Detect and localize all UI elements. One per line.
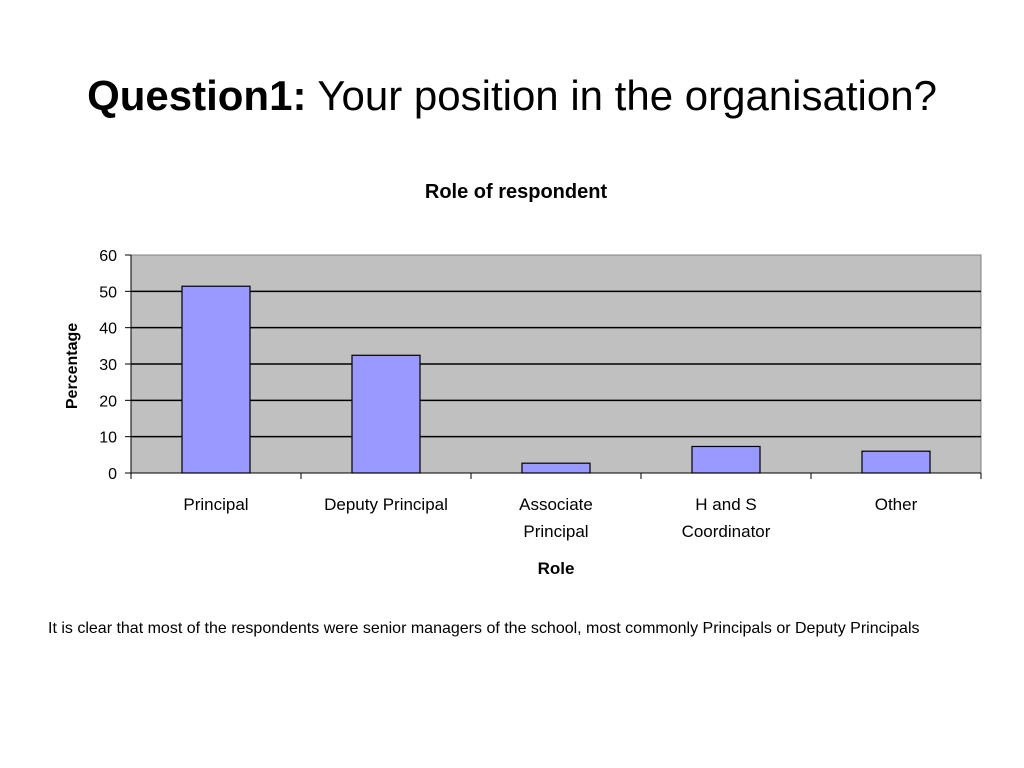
slide-caption: It is clear that most of the respondents… (48, 620, 920, 637)
x-tick-label: Associate Principal (519, 495, 593, 541)
x-tick-label-line: Principal (183, 495, 248, 514)
x-tick-label: Deputy Principal (324, 495, 448, 514)
y-axis-label: Percentage (64, 323, 81, 409)
x-tick-label-line: Associate (519, 495, 593, 514)
x-tick-label: H and S Coordinator (682, 495, 771, 541)
gridlines (131, 290, 981, 438)
slide-title-question-text: Your position in the organisation? (317, 72, 937, 119)
y-tick-label: 60 (99, 248, 117, 265)
slide-title-question-number: Question1: (87, 72, 307, 119)
bar (521, 462, 591, 474)
y-tick-label: 30 (99, 357, 117, 374)
y-tick-label: 20 (99, 393, 117, 410)
x-axis-label: Role (538, 559, 575, 578)
y-tick-label: 0 (108, 466, 117, 483)
bar (691, 445, 761, 474)
x-tick-label: Other (875, 495, 918, 514)
y-tick-label: 10 (99, 430, 117, 447)
x-tick-label-line: Principal (523, 522, 588, 541)
x-tick-label-line: H and S (695, 495, 756, 514)
y-axis: 0 10 20 30 40 50 60 (99, 248, 132, 483)
bar (861, 450, 931, 474)
slide-title: Question1: Your position in the organisa… (0, 68, 1024, 124)
bar (181, 285, 251, 474)
x-tick-label-line: Other (875, 495, 918, 514)
x-tick-label-line: Coordinator (682, 522, 771, 541)
bars (181, 285, 931, 474)
y-tick-label: 50 (99, 284, 117, 301)
chart-title: Role of respondent (425, 181, 608, 203)
bar (351, 354, 421, 474)
bar-chart: Role of respondent 0 10 20 30 40 50 60 Princip… (64, 181, 982, 578)
x-axis: Principal Deputy Principal Associate Princi… (130, 472, 982, 541)
x-tick-label: Principal (183, 495, 248, 514)
x-tick-label-line: Deputy Principal (324, 495, 448, 514)
y-tick-label: 40 (99, 321, 117, 338)
